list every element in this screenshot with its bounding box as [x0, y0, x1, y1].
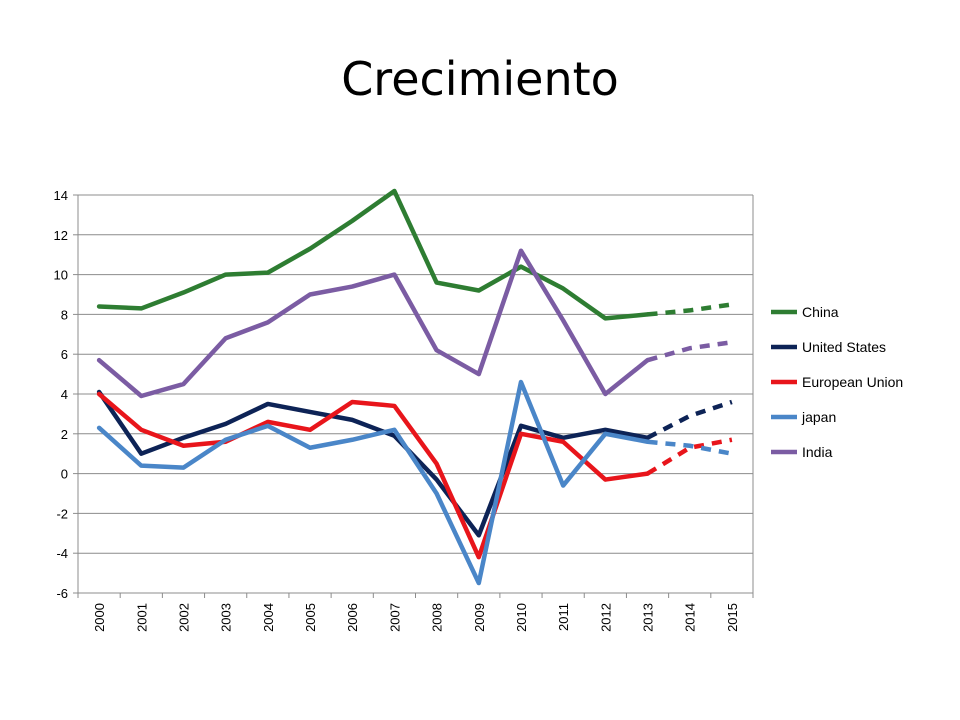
y-tick-label: 2 — [61, 427, 68, 442]
legend-label: japan — [801, 409, 836, 425]
x-tick-label: 2006 — [345, 603, 360, 632]
legend-label: European Union — [802, 374, 903, 390]
x-tick-label: 2015 — [725, 603, 740, 632]
x-tick-label: 2000 — [92, 603, 107, 632]
y-tick-label: 6 — [61, 347, 68, 362]
legend-label: China — [802, 304, 839, 320]
series-projection-india — [646, 340, 733, 363]
x-tick-label: 2004 — [261, 603, 276, 632]
x-tick-label: 2008 — [430, 603, 445, 632]
y-tick-label: 8 — [61, 307, 68, 322]
x-tick-label: 2012 — [598, 603, 613, 632]
axes — [73, 194, 754, 598]
legend-label: India — [802, 444, 833, 460]
x-tick-label: 2001 — [134, 603, 149, 632]
series-lines — [96, 188, 733, 586]
y-tick-label: -2 — [56, 506, 68, 521]
y-tick-label: -4 — [56, 546, 68, 561]
gridlines — [78, 194, 753, 594]
series-projection-united-states — [646, 399, 733, 440]
x-tick-label: 2003 — [219, 603, 234, 632]
legend: China United States European Union japan Ind… — [771, 304, 903, 460]
y-tick-label: 14 — [54, 188, 68, 203]
y-tick-label: 0 — [61, 467, 68, 482]
series-projection-european-union — [646, 437, 733, 476]
legend-label: United States — [802, 339, 886, 355]
series-line-japan — [96, 379, 650, 586]
x-tick-label: 2011 — [556, 603, 571, 631]
x-axis-ticks: 2000 2001 2002 2003 2004 2005 2006 2007 2008 2009… — [92, 603, 740, 632]
series-line-european-union — [96, 391, 650, 560]
series-projection-japan — [647, 439, 733, 456]
x-tick-label: 2007 — [387, 603, 402, 632]
x-tick-label: 2005 — [303, 603, 318, 632]
x-tick-label: 2009 — [472, 603, 487, 632]
slide-title: Crecimiento — [341, 52, 619, 106]
y-tick-label: 10 — [54, 268, 68, 283]
x-tick-label: 2002 — [176, 603, 191, 632]
series-line-india — [96, 248, 650, 399]
y-tick-label: 12 — [54, 228, 68, 243]
x-tick-label: 2010 — [514, 603, 529, 632]
y-tick-label: 4 — [61, 387, 68, 402]
x-tick-label: 2013 — [641, 603, 656, 632]
series-line-united-states — [96, 389, 650, 538]
series-line-china — [96, 188, 650, 321]
series-projection-china — [647, 302, 733, 317]
y-tick-label: -6 — [56, 586, 68, 601]
x-tick-label: 2014 — [683, 603, 698, 632]
y-axis-ticks: 14 12 10 8 6 4 2 0 -2 -4 -6 — [54, 188, 68, 601]
